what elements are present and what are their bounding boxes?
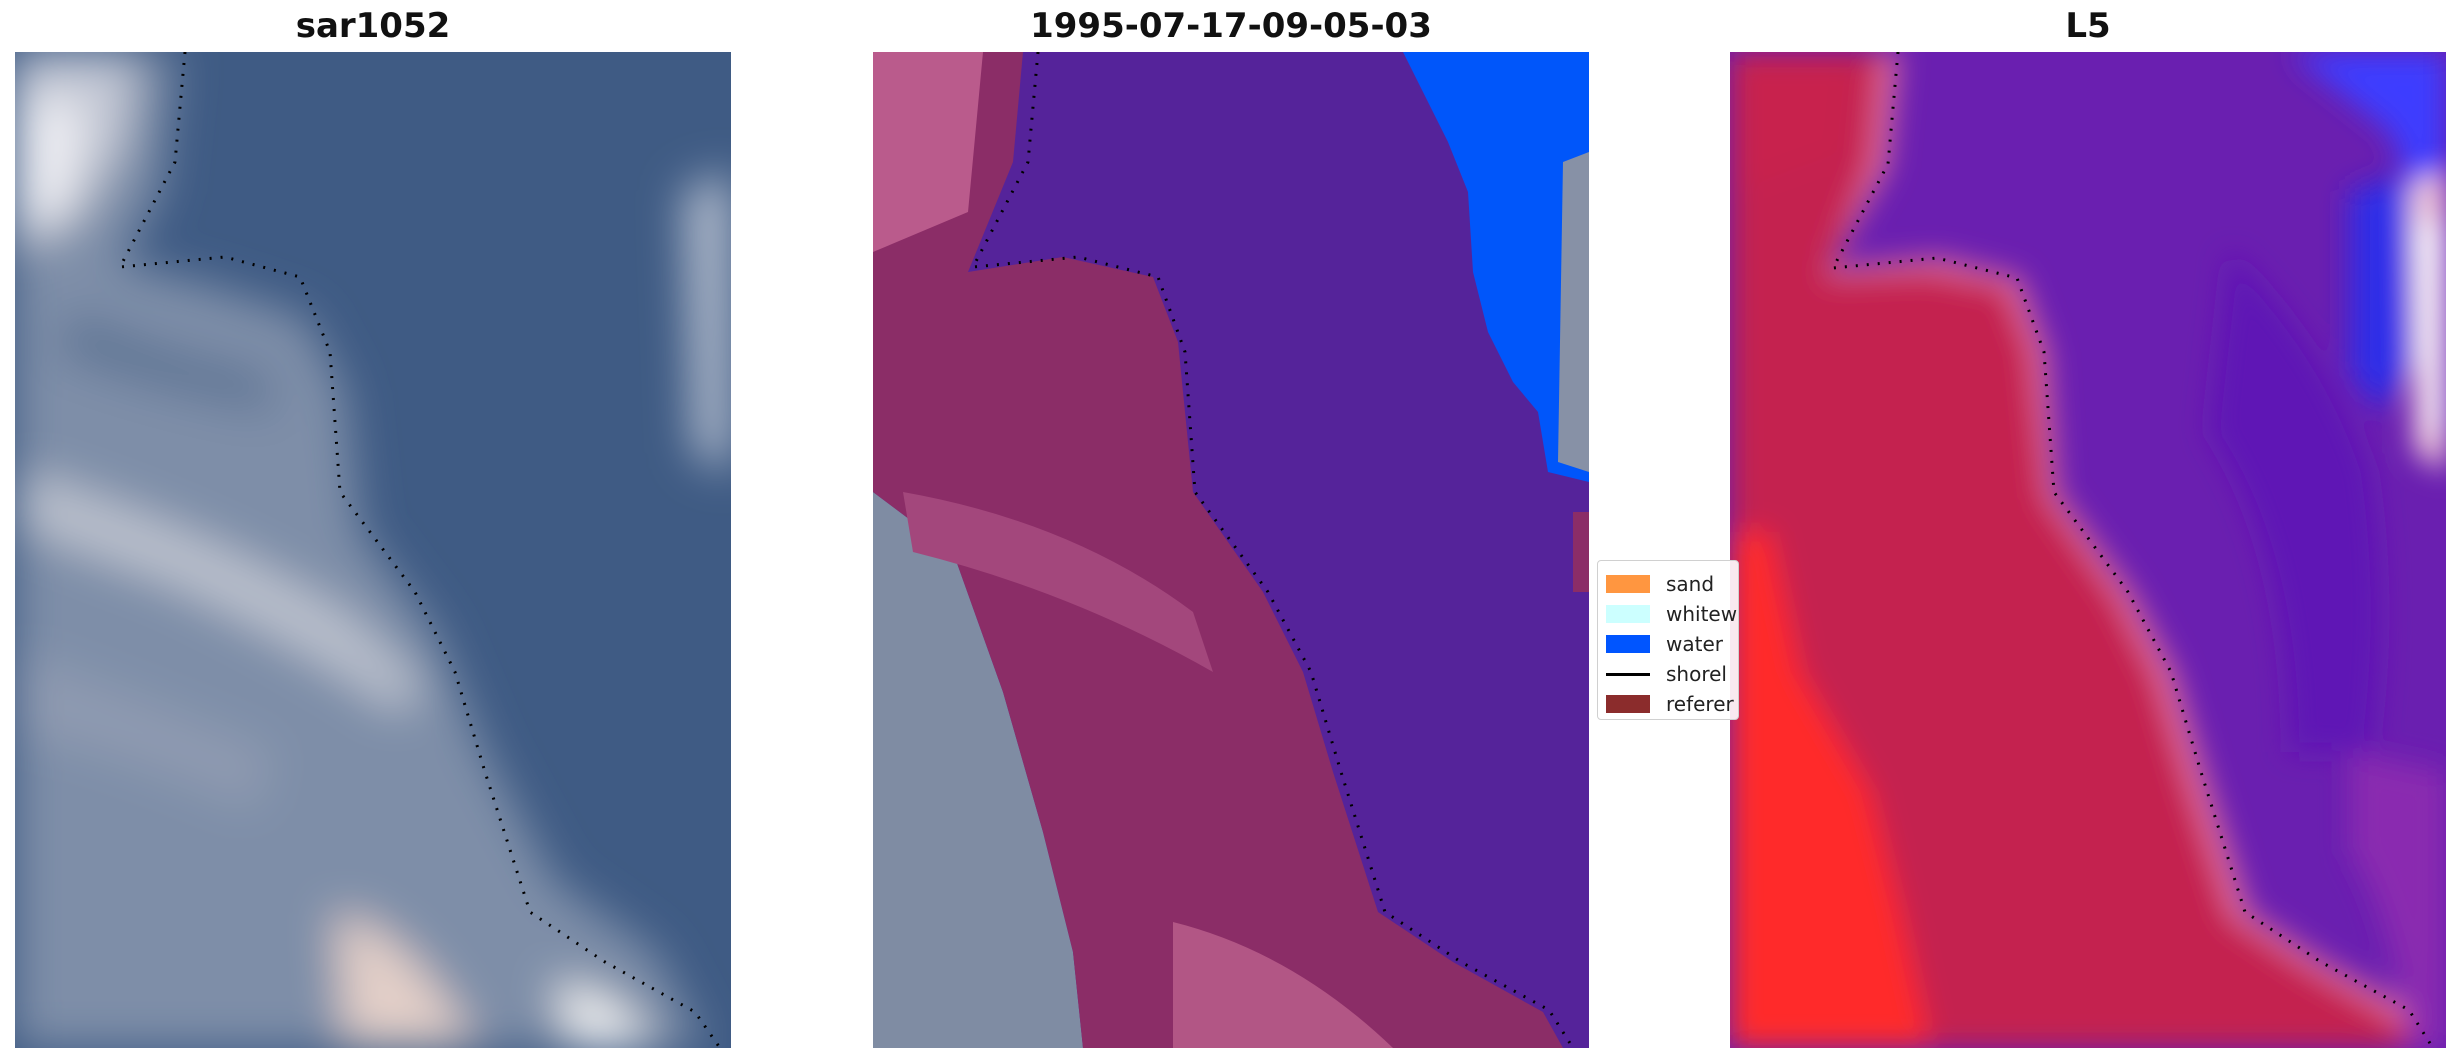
- legend-label-water: water: [1666, 632, 1723, 656]
- legend-item-reference: referer: [1606, 689, 1734, 719]
- panel-title-left: sar1052: [295, 6, 451, 46]
- legend-swatch-shoreline: [1606, 672, 1650, 676]
- shoreline-trace: [970, 52, 1575, 1048]
- legend-swatch-reference: [1606, 695, 1650, 713]
- legend-swatch-sand: [1606, 575, 1650, 593]
- shoreline-trace: [1830, 52, 2435, 1048]
- legend-item-water: water: [1606, 629, 1723, 659]
- legend-label-whitewater: whitew: [1666, 602, 1738, 626]
- rgb-image: [15, 52, 731, 1048]
- index-image-panel: [1730, 52, 2446, 1048]
- legend-item-sand: sand: [1606, 569, 1714, 599]
- legend-label-shoreline: shorel: [1666, 662, 1727, 686]
- legend-label-reference: referer: [1666, 692, 1734, 716]
- rgb-image-panel: [15, 52, 731, 1048]
- legend-item-shoreline: shorel: [1606, 659, 1727, 689]
- panel-title-right: L5: [2065, 6, 2111, 46]
- classified-image: [873, 52, 1589, 1048]
- index-image: [1730, 52, 2446, 1048]
- legend-swatch-water: [1606, 635, 1650, 653]
- classified-image-panel: [873, 52, 1589, 1048]
- legend-item-whitewater: whitew: [1606, 599, 1737, 629]
- legend-swatch-whitewater: [1606, 605, 1650, 623]
- legend-label-sand: sand: [1666, 572, 1715, 596]
- legend: sand whitew water shorel referer: [1597, 560, 1739, 720]
- panel-title-middle: 1995-07-17-09-05-03: [1030, 6, 1432, 46]
